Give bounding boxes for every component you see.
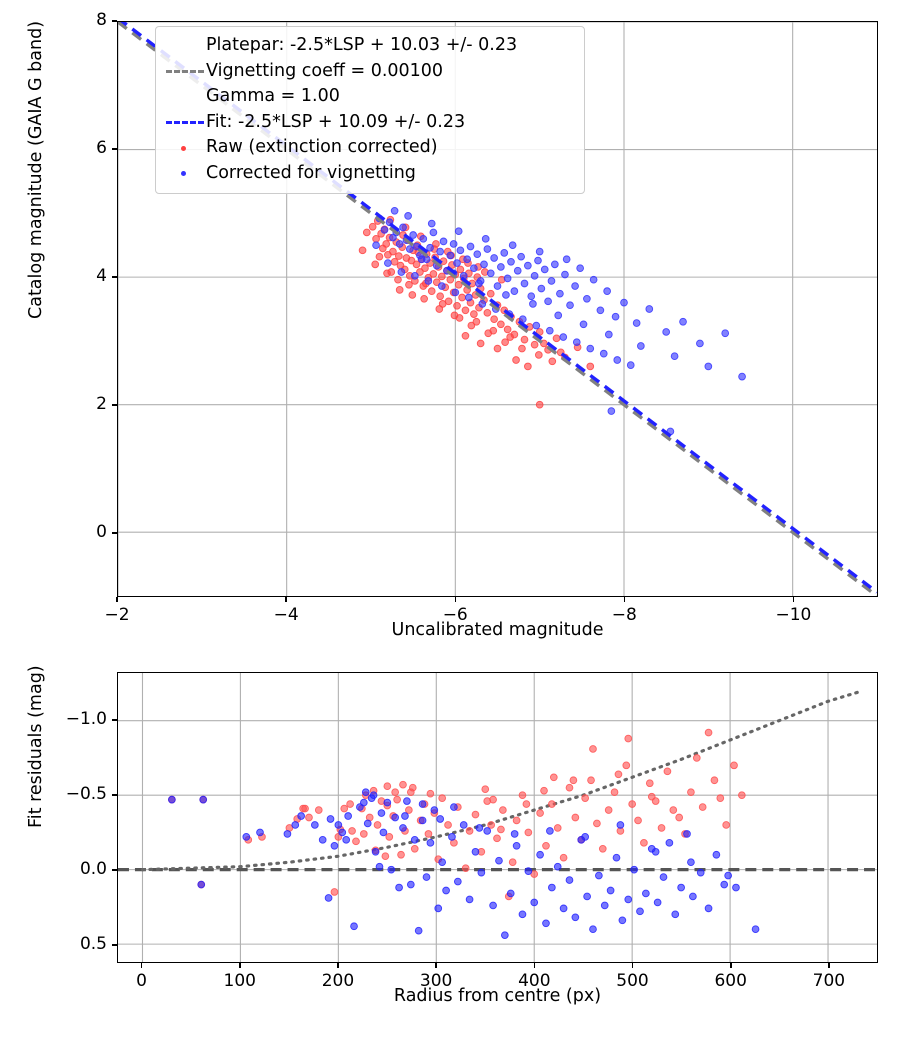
y-tick-label: 0.5 — [79, 934, 107, 954]
y-tick-label: −1.0 — [65, 709, 107, 729]
x-tick-mark — [828, 963, 830, 968]
red-dot-icon — [164, 138, 206, 158]
y-tick-label: −0.5 — [65, 784, 107, 804]
residuals-plot-canvas — [118, 673, 877, 962]
bottom-plot-xlabel: Radius from centre (px) — [393, 986, 602, 1006]
x-tick-mark — [533, 963, 536, 968]
y-tick-label: 0 — [96, 522, 107, 542]
legend-label-gamma: Gamma = 1.00 — [206, 86, 340, 106]
x-tick-mark — [730, 963, 732, 968]
x-tick-mark — [454, 597, 457, 602]
blue-dot-icon — [164, 163, 206, 183]
legend-entry-fit: Fit: -2.5*LSP + 10.09 +/- 0.23 — [164, 110, 574, 136]
y-tick-label: 4 — [96, 266, 107, 286]
y-tick-label: 0.0 — [79, 859, 107, 879]
x-tick-label: 500 — [616, 971, 649, 991]
x-tick-mark — [337, 963, 339, 968]
x-tick-mark — [239, 963, 241, 968]
legend-label-corrected: Corrected for vignetting — [206, 162, 416, 183]
y-tick-mark — [112, 869, 117, 871]
bottom-plot-ylabel: Fit residuals (mag) — [26, 664, 46, 828]
x-tick-label: 600 — [714, 971, 747, 991]
y-tick-label: 8 — [96, 10, 107, 30]
dashed-line-blue-icon — [164, 112, 206, 132]
y-tick-mark — [112, 794, 117, 796]
x-tick-mark — [140, 963, 143, 968]
calibration-plot-canvas — [118, 22, 877, 596]
legend-label-vignetting: Vignetting coeff = 0.00100 — [206, 60, 444, 81]
legend-label-raw: Raw (extinction corrected) — [206, 137, 438, 157]
y-tick-label: 2 — [96, 394, 107, 414]
y-tick-mark — [112, 404, 117, 406]
x-tick-label: 700 — [812, 971, 846, 991]
x-tick-mark — [285, 597, 287, 602]
x-tick-label: 300 — [419, 971, 453, 991]
x-tick-label: 0 — [136, 971, 147, 991]
x-tick-label: −2 — [104, 605, 130, 625]
y-tick-mark — [112, 719, 117, 721]
x-tick-label: 200 — [321, 971, 355, 991]
y-tick-mark — [112, 944, 117, 946]
top-plot-xlabel: Uncalibrated magnitude — [391, 620, 604, 640]
y-tick-mark — [112, 532, 117, 534]
y-tick-mark — [112, 20, 117, 22]
x-tick-label: −8 — [611, 605, 637, 625]
x-tick-label: −10 — [775, 605, 812, 625]
plot-legend: Platepar: -2.5*LSP + 10.03 +/- 0.23 Vign… — [155, 26, 585, 194]
legend-entry-raw: Raw (extinction corrected) — [164, 135, 574, 161]
legend-label-platepar: Platepar: -2.5*LSP + 10.03 +/- 0.23 — [206, 35, 518, 55]
y-tick-label: 6 — [96, 138, 107, 158]
y-tick-mark — [112, 276, 117, 278]
top-plot-ylabel: Catalog magnitude (GAIA G band) — [26, 20, 46, 319]
x-tick-label: −4 — [273, 605, 299, 625]
x-tick-mark — [623, 597, 626, 602]
x-tick-mark — [631, 963, 634, 968]
legend-entry-platepar: Platepar: -2.5*LSP + 10.03 +/- 0.23 Vign… — [164, 33, 574, 110]
legend-entry-corrected: Corrected for vignetting — [164, 161, 574, 187]
x-tick-label: 100 — [223, 971, 256, 991]
x-tick-label: 400 — [518, 971, 551, 991]
fit-residuals-plot — [117, 672, 878, 963]
x-tick-mark — [792, 597, 795, 602]
dashed-line-icon — [164, 61, 206, 81]
x-tick-mark — [116, 597, 118, 602]
legend-label-fit: Fit: -2.5*LSP + 10.09 +/- 0.23 — [206, 111, 466, 132]
x-tick-label: −6 — [442, 605, 468, 625]
y-tick-mark — [112, 148, 117, 150]
x-tick-mark — [435, 963, 437, 968]
